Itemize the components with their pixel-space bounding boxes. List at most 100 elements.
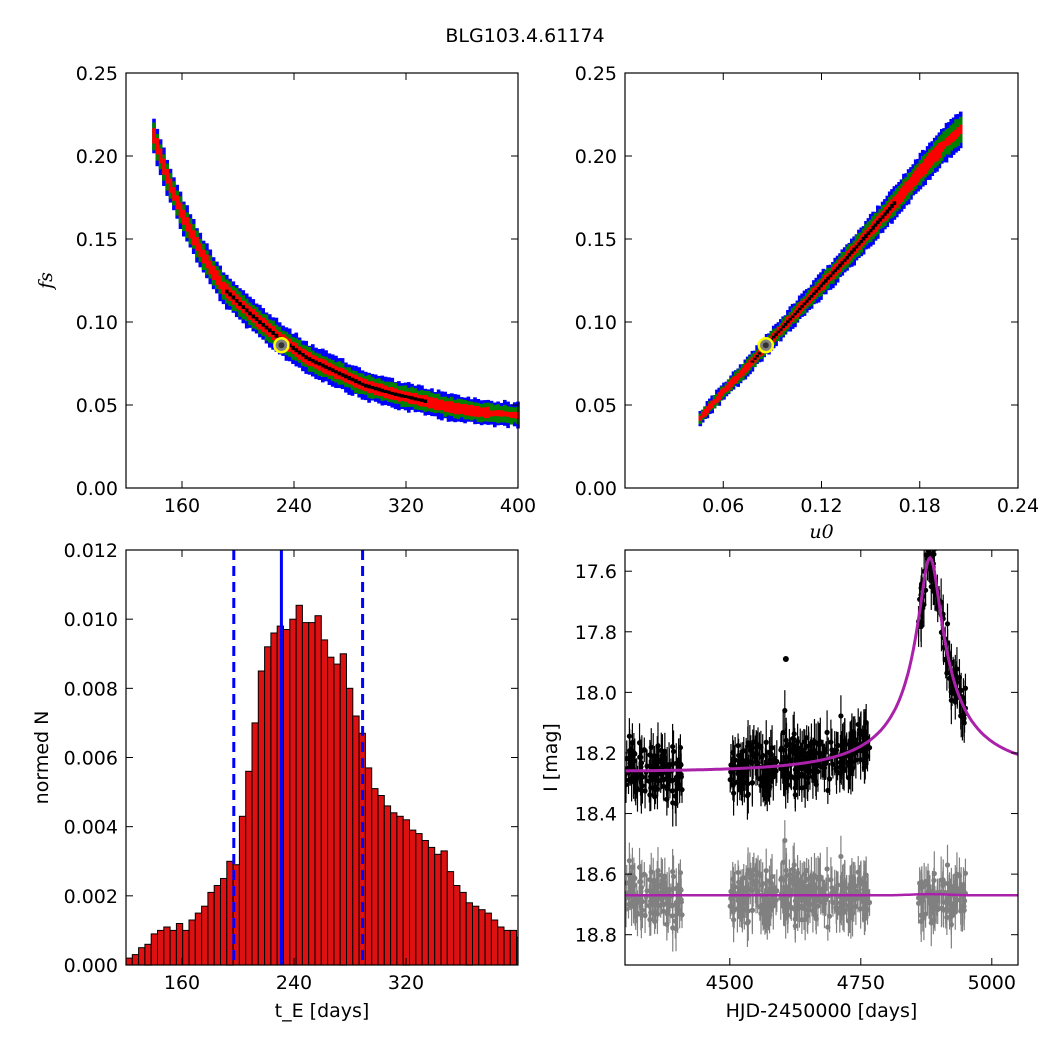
region-cell	[717, 392, 722, 401]
region-cell	[786, 320, 790, 324]
data-point	[782, 707, 788, 714]
region-cell	[244, 308, 249, 313]
region-cell	[168, 178, 173, 193]
region-cell	[393, 392, 398, 396]
region-cell	[251, 314, 256, 319]
region-cell	[930, 150, 935, 166]
region-cell	[805, 299, 809, 303]
data-point	[673, 760, 679, 766]
data-point	[756, 743, 763, 750]
residual-point	[647, 877, 653, 883]
region-cell	[913, 170, 918, 186]
region-cell	[774, 333, 778, 336]
region-cell	[274, 333, 279, 338]
data-point	[818, 764, 824, 770]
region-cell	[317, 362, 322, 366]
data-point	[679, 787, 685, 793]
histogram-bar	[308, 622, 316, 966]
residual-point	[817, 874, 823, 880]
y-tick-label: 0.10	[76, 312, 118, 334]
region-cell	[410, 396, 414, 400]
region-cell	[469, 404, 474, 417]
histogram-bar	[138, 947, 146, 966]
region-cell	[781, 325, 785, 329]
region-cell	[218, 275, 222, 290]
residual-point	[749, 907, 755, 914]
residual-point	[852, 883, 858, 889]
histogram-bar	[144, 943, 152, 966]
data-point	[745, 791, 751, 797]
region-cell	[400, 394, 404, 398]
residual-point	[945, 880, 951, 887]
region-cell	[238, 302, 242, 306]
data-point	[734, 779, 741, 785]
fs-vs-u0-panel: 0.06 0.12 0.18 0.24 0.00 0.05 0.10 0.15 0.20 0.25…	[575, 63, 1039, 543]
region-cell	[719, 389, 724, 397]
data-point	[631, 750, 637, 756]
residual-point	[679, 912, 685, 918]
region-cell	[268, 328, 272, 333]
y-tick-label: 18.4	[575, 804, 617, 826]
region-cell	[854, 245, 859, 249]
region-cell	[705, 406, 710, 414]
region-cell	[443, 401, 447, 412]
region-cell	[734, 376, 738, 384]
region-cell	[807, 297, 811, 301]
region-cell	[287, 343, 292, 348]
region-cell	[271, 331, 275, 335]
region-cell	[743, 364, 748, 373]
region-cell	[463, 403, 467, 416]
histogram-bar	[472, 905, 480, 966]
residual-point	[669, 913, 676, 919]
region-cell	[456, 402, 461, 415]
histogram-bar	[238, 815, 247, 966]
region-cell	[925, 156, 930, 171]
region-cell	[956, 127, 961, 137]
region-cell	[340, 373, 345, 377]
histogram-bar	[301, 622, 310, 966]
histogram-bar	[283, 629, 291, 966]
histogram-bar	[465, 902, 474, 966]
data-point	[753, 755, 759, 761]
residual-point	[786, 872, 792, 878]
axes-frame	[624, 549, 1019, 966]
y-tick-label: 0.010	[64, 609, 118, 631]
residual-point	[803, 886, 809, 892]
residual-point	[653, 886, 659, 893]
region-cell	[152, 128, 156, 144]
histogram-bars	[125, 604, 519, 966]
histogram-bar	[383, 805, 392, 966]
fs-vs-tE-panel: 160 240 320 400 0.00 0.05 0.10 0.15 0.20 0.25 fs	[35, 63, 536, 517]
region-cell	[334, 370, 338, 374]
data-point	[817, 739, 823, 745]
histogram-bar	[390, 812, 398, 966]
data-point	[670, 748, 677, 755]
residual-point	[944, 862, 951, 868]
data-point	[852, 737, 858, 743]
histogram-bar	[453, 885, 461, 966]
x-tick-label: 320	[388, 972, 424, 994]
residual-point	[625, 906, 629, 912]
region-cell	[493, 410, 497, 416]
y-tick-label: 0.006	[64, 748, 118, 770]
y-tick-label: 18.8	[575, 925, 617, 947]
x-tick-label: 5000	[968, 972, 1016, 994]
residual-point	[745, 867, 751, 873]
y-tick-label: 0.25	[76, 63, 118, 85]
region-cell	[191, 230, 196, 246]
region-cell	[158, 148, 163, 164]
data-point	[741, 748, 747, 754]
region-cell	[753, 357, 757, 360]
residual-point	[921, 915, 927, 921]
data-point	[815, 768, 821, 775]
region-cell	[486, 406, 490, 419]
region-cell	[861, 236, 866, 241]
region-cell	[205, 254, 209, 269]
data-point	[790, 735, 796, 741]
region-cell	[897, 191, 901, 205]
region-cell	[330, 368, 335, 373]
region-cell	[715, 396, 719, 403]
region-cell	[890, 204, 894, 208]
y-axis-label: normed N	[31, 711, 53, 805]
region-cell	[821, 281, 826, 285]
